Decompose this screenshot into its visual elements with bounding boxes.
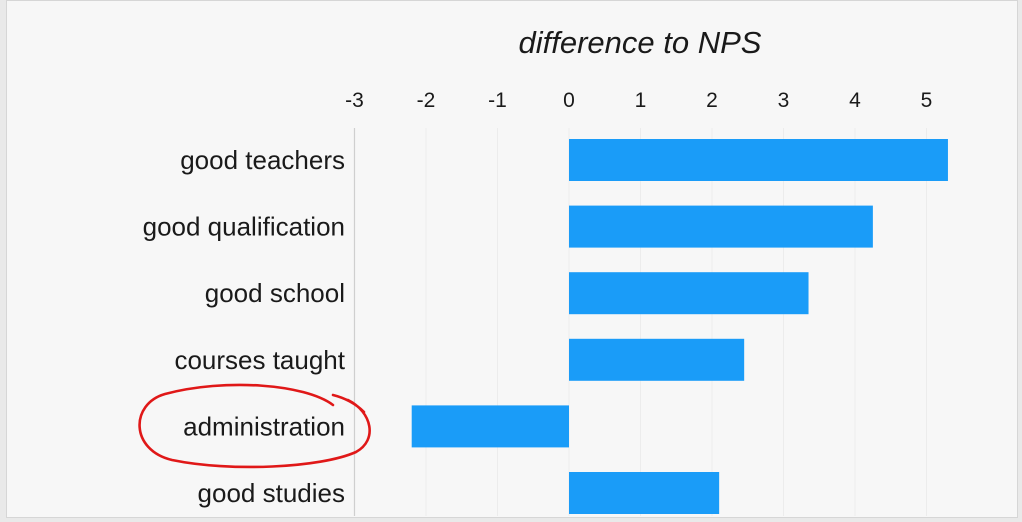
- highlight-circle: [138, 383, 371, 469]
- category-label: administration: [183, 411, 345, 441]
- category-label: good qualification: [143, 212, 345, 242]
- x-tick-label: -1: [488, 89, 507, 112]
- bar: [569, 139, 948, 181]
- x-axis-ticks: -3 -2 -1 0 1 2 3 4 5: [345, 89, 932, 112]
- bar: [569, 472, 720, 514]
- category-label: good teachers: [180, 145, 345, 175]
- grid-lines: [353, 128, 927, 516]
- x-tick-label: 2: [706, 89, 718, 112]
- x-tick-label: 3: [778, 89, 790, 112]
- category-labels: good teachers good qualification good scho…: [143, 145, 346, 508]
- x-tick-label: -2: [417, 89, 436, 112]
- chart-title: difference to NPS: [519, 25, 762, 60]
- bar: [569, 272, 809, 315]
- category-label: good school: [205, 278, 345, 308]
- x-tick-label: -3: [345, 89, 364, 112]
- bar: [411, 405, 569, 448]
- bars: [411, 139, 948, 514]
- x-tick-label: 1: [635, 89, 647, 112]
- x-tick-label: 5: [921, 89, 933, 112]
- x-tick-label: 0: [563, 89, 575, 112]
- x-tick-label: 4: [849, 89, 861, 112]
- bar: [569, 338, 745, 381]
- category-label: good studies: [198, 478, 345, 508]
- bar: [569, 205, 873, 248]
- category-label: courses taught: [174, 345, 345, 375]
